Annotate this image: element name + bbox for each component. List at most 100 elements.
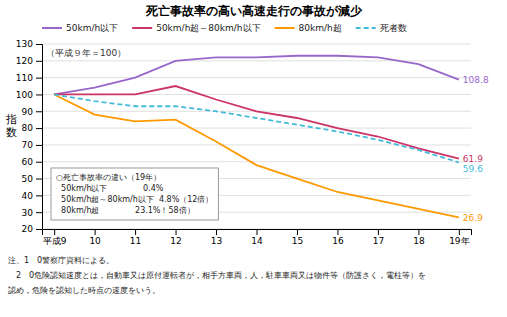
y-tick-label: 60 [22, 157, 34, 167]
x-tick: 12 [170, 229, 181, 246]
y-tick-mark [36, 229, 42, 230]
y-tick: 130 [16, 39, 42, 49]
grid-line [42, 128, 471, 129]
x-axis-line [43, 230, 472, 236]
note-box: ○死亡事故率の違い（19年） 50km/h以下 0.4% 50km/h超～80k… [51, 168, 218, 220]
series-line [54, 94, 459, 162]
title: 死亡事故率の高い高速走行の事故が減少 [145, 4, 363, 18]
x-tick-label: 19年 [449, 236, 469, 246]
y-tick-label: 80 [22, 123, 34, 133]
x-tick-mark [95, 229, 96, 235]
legend-swatch [42, 27, 62, 29]
x-tick: 10 [89, 229, 101, 246]
x-tick-mark [297, 229, 298, 235]
x-tick: 平成9 [43, 229, 67, 246]
y-axis: 2030405060708090100110120130 [16, 39, 43, 234]
y-tick-mark [36, 145, 42, 146]
data-label: 59.6 [463, 164, 483, 174]
x-tick-label: 16 [332, 236, 344, 246]
legend-label: 死者数 [380, 23, 407, 33]
x-tick: 19年 [449, 229, 469, 246]
legend-swatch [275, 27, 295, 29]
y-tick-label: 130 [16, 39, 33, 49]
legend-item: 50km/h超～80km/h以下 [132, 23, 260, 33]
chart: 2030405060708090100110120130平成9101112131… [0, 0, 507, 317]
y-tick-label: 90 [22, 107, 34, 117]
y-tick: 30 [22, 208, 42, 218]
y-axis-title: 指数 [5, 113, 17, 139]
grid-line [42, 161, 471, 162]
y-tick: 110 [16, 73, 42, 83]
footnote: 認め，危険を認知した時点の速度をいう。 [8, 286, 160, 295]
series-line [54, 56, 459, 95]
y-tick: 120 [16, 56, 42, 66]
legend-item: 50km/h以下 [42, 23, 118, 33]
grid-line [42, 60, 471, 61]
y-tick-mark [36, 44, 42, 45]
data-label: 26.9 [463, 213, 483, 223]
series-line [54, 86, 459, 158]
series-line [54, 94, 459, 217]
x-tick-label: 平成9 [43, 236, 67, 246]
legend-item: 死者数 [356, 23, 407, 33]
x-tick-label: 10 [89, 236, 101, 246]
x-tick: 18 [413, 229, 425, 246]
x-tick-label: 18 [413, 236, 425, 246]
grid-line [42, 44, 471, 45]
legend-swatch [356, 27, 376, 29]
y-tick: 80 [22, 123, 42, 133]
y-axis-line [36, 45, 43, 230]
x-tick-label: 17 [373, 236, 384, 246]
x-tick-mark [135, 229, 136, 235]
x-tick-label: 14 [251, 236, 263, 246]
x-tick: 17 [373, 229, 384, 246]
x-tick-mark [176, 229, 177, 235]
footnote: 2 0危険認知速度とは，自動車又は原付運転者が，相手方車両，人，駐車車両又は物件… [8, 271, 426, 280]
legend-swatch [132, 27, 152, 29]
plot: 2030405060708090100110120130平成9101112131… [16, 39, 489, 246]
y-tick-mark [36, 111, 42, 112]
x-tick: 14 [251, 229, 263, 246]
y-tick-mark [36, 195, 42, 196]
note-line: 80km/h超 23.1%！58倍） [56, 206, 195, 215]
y-tick: 60 [22, 157, 42, 167]
x-tick-mark [54, 229, 55, 235]
y-tick: 40 [22, 191, 42, 201]
x-tick: 15 [292, 229, 303, 246]
y-tick-label: 30 [22, 208, 34, 218]
y-tick: 70 [22, 140, 42, 150]
y-tick-mark [36, 61, 42, 62]
x-tick-label: 15 [292, 236, 303, 246]
legend-label: 50km/h以下 [66, 23, 118, 33]
note-line: 50km/h以下 0.4% [56, 184, 164, 193]
y-tick-mark [36, 78, 42, 79]
y-tick: 50 [22, 174, 42, 184]
annotation: （平成９年＝100） [46, 48, 126, 58]
y-tick-mark [36, 94, 42, 95]
y-tick-label: 100 [16, 90, 33, 100]
note-line: ○死亡事故率の違い（19年） [56, 173, 161, 182]
y-tick-label: 70 [22, 140, 34, 150]
legend-label: 50km/h超～80km/h以下 [156, 23, 260, 33]
y-tick-label: 50 [22, 174, 34, 184]
data-label: 108.8 [463, 75, 489, 85]
x-tick-mark [378, 229, 379, 235]
y-tick: 90 [22, 107, 42, 117]
x-tick: 11 [130, 229, 141, 246]
y-tick-label: 40 [22, 191, 34, 201]
data-labels: 108.8 61.9 26.9 59.6 [463, 75, 489, 223]
y-tick-mark [36, 179, 42, 180]
y-tick-label: 110 [16, 73, 33, 83]
x-tick-label: 13 [211, 236, 222, 246]
y-tick: 100 [16, 90, 42, 100]
y-tick-mark [36, 212, 42, 213]
note-frame [51, 168, 218, 220]
footnote: 注、1 0警察庁資料による。 [8, 256, 114, 265]
x-axis: 平成9 10 11 12 13 14 15 16 17 18 19年 [43, 229, 472, 246]
note-line: 50km/h超～80km/h以下 4.8%（12倍） [56, 195, 213, 204]
x-tick-mark [257, 229, 258, 235]
x-tick-mark [418, 229, 419, 235]
data-label: 61.9 [463, 154, 483, 164]
y-tick-label: 120 [16, 56, 33, 66]
x-tick-mark [216, 229, 217, 235]
